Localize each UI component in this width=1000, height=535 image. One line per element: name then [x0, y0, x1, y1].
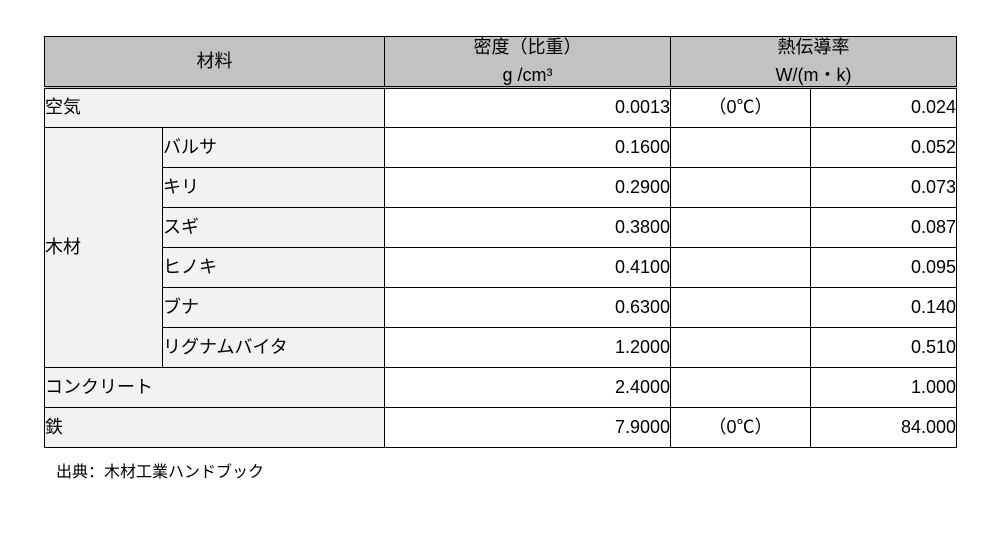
material-name: 鉄 — [45, 417, 63, 437]
conductivity-cell: 0.087 — [811, 208, 957, 248]
table-header-row: 材料 密度（比重） g /cm³ 熱伝導率 W/(m・k) — [45, 37, 957, 88]
conductivity-note-cell — [671, 288, 811, 328]
material-name-cell: 空気 — [45, 88, 385, 128]
density-cell: 0.2900 — [385, 168, 671, 208]
conductivity-cell: 84.000 — [811, 408, 957, 448]
conductivity-cell: 0.140 — [811, 288, 957, 328]
header-conductivity-line2: W/(m・k) — [671, 65, 956, 87]
density-cell: 0.6300 — [385, 288, 671, 328]
density-cell: 2.4000 — [385, 368, 671, 408]
conductivity-cell: 0.024 — [811, 88, 957, 128]
conductivity-note-cell — [671, 208, 811, 248]
material-name: 空気 — [45, 97, 81, 117]
conductivity-note-cell: （0℃） — [671, 408, 811, 448]
material-category-cell: 木材 — [45, 128, 163, 368]
conductivity-note-cell — [671, 128, 811, 168]
material-name-cell: スギ — [163, 208, 385, 248]
conductivity-cell: 0.073 — [811, 168, 957, 208]
materials-table: 材料 密度（比重） g /cm³ 熱伝導率 W/(m・k) 空気 0.0013 … — [44, 36, 957, 448]
conductivity-note-cell: （0℃） — [671, 88, 811, 128]
table-row: コンクリート 2.4000 1.000 — [45, 368, 957, 408]
density-cell: 0.3800 — [385, 208, 671, 248]
table-row: ブナ 0.6300 0.140 — [45, 288, 957, 328]
table-row: 鉄 7.9000 （0℃） 84.000 — [45, 408, 957, 448]
table-row: リグナムバイタ 1.2000 0.510 — [45, 328, 957, 368]
conductivity-note-cell — [671, 168, 811, 208]
header-conductivity-line1: 熱伝導率 — [671, 37, 956, 59]
header-conductivity: 熱伝導率 W/(m・k) — [671, 37, 957, 88]
material-name-cell: コンクリート — [45, 368, 385, 408]
material-name-cell: バルサ — [163, 128, 385, 168]
conductivity-cell: 0.510 — [811, 328, 957, 368]
table-row: ヒノキ 0.4100 0.095 — [45, 248, 957, 288]
material-name: コンクリート — [45, 377, 153, 397]
conductivity-note-cell — [671, 328, 811, 368]
density-cell: 7.9000 — [385, 408, 671, 448]
density-cell: 0.0013 — [385, 88, 671, 128]
conductivity-cell: 1.000 — [811, 368, 957, 408]
table-row: 木材 バルサ 0.1600 0.052 — [45, 128, 957, 168]
material-name-cell: キリ — [163, 168, 385, 208]
material-name-cell: リグナムバイタ — [163, 328, 385, 368]
table-row: キリ 0.2900 0.073 — [45, 168, 957, 208]
density-cell: 1.2000 — [385, 328, 671, 368]
header-material: 材料 — [45, 37, 385, 88]
table-caption: 出典：木材工業ハンドブック — [56, 458, 956, 482]
material-category: 木材 — [45, 237, 81, 257]
material-name-cell: ブナ — [163, 288, 385, 328]
table-row: 空気 0.0013 （0℃） 0.024 — [45, 88, 957, 128]
conductivity-cell: 0.095 — [811, 248, 957, 288]
header-density-line2: g /cm³ — [385, 65, 670, 87]
conductivity-cell: 0.052 — [811, 128, 957, 168]
material-name-cell: 鉄 — [45, 408, 385, 448]
density-cell: 0.1600 — [385, 128, 671, 168]
header-density: 密度（比重） g /cm³ — [385, 37, 671, 88]
header-density-line1: 密度（比重） — [385, 37, 670, 59]
material-name-cell: ヒノキ — [163, 248, 385, 288]
header-material-label: 材料 — [197, 51, 233, 71]
conductivity-note-cell — [671, 248, 811, 288]
table-row: スギ 0.3800 0.087 — [45, 208, 957, 248]
conductivity-note-cell — [671, 368, 811, 408]
density-cell: 0.4100 — [385, 248, 671, 288]
